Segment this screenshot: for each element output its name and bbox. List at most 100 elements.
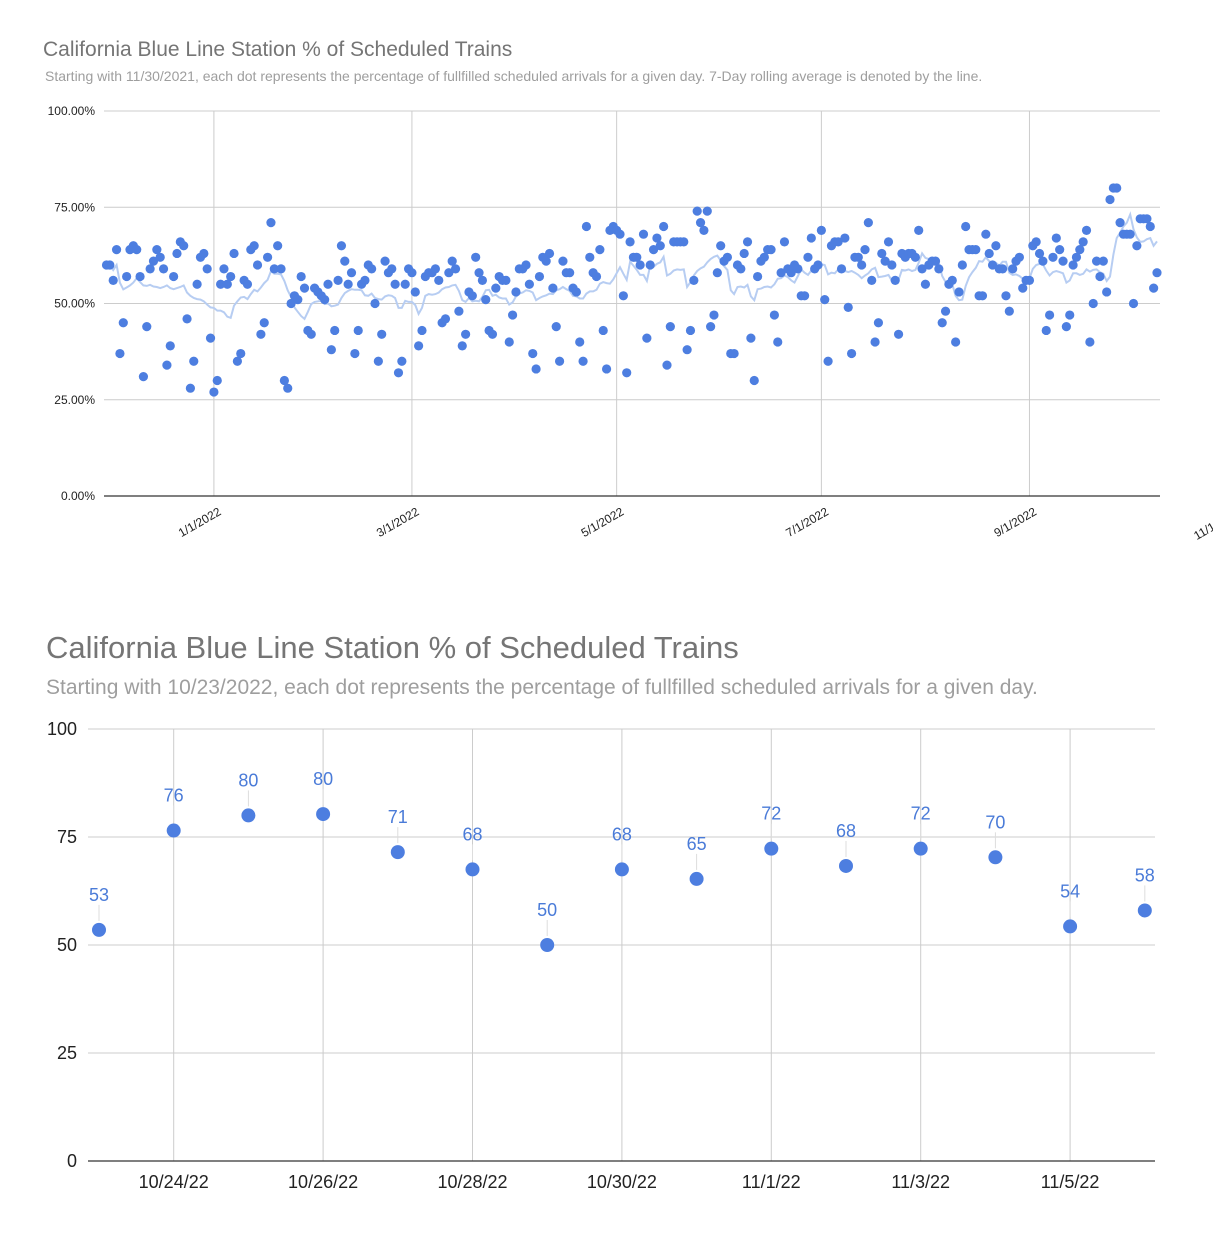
data-point: [209, 387, 219, 397]
data-point: [367, 264, 377, 274]
x-tick-label: 11/1/2022: [1191, 504, 1213, 543]
data-point: [286, 298, 296, 309]
data-point: [1061, 322, 1071, 332]
data-label: 68: [612, 824, 632, 844]
data-point: [632, 252, 642, 262]
data-label: 72: [761, 804, 781, 824]
data-point: [659, 221, 669, 232]
data-point: [165, 341, 175, 351]
data-point: [1001, 291, 1011, 301]
data-point: [987, 260, 998, 270]
data-point: [957, 260, 967, 270]
x-tick-label: 3/1/2022: [374, 504, 422, 540]
data-point: [595, 245, 605, 255]
data-point: [417, 325, 427, 336]
data-point: [736, 264, 746, 274]
data-point: [440, 314, 451, 324]
data-point: [1024, 275, 1035, 285]
data-point: [625, 237, 635, 247]
y-tick-label: 100.00%: [48, 104, 96, 118]
data-point: [199, 248, 209, 259]
data-point: [977, 291, 988, 301]
data-point: [393, 368, 404, 378]
data-point: [1142, 214, 1152, 224]
data-point: [598, 325, 608, 336]
data-point: [840, 233, 850, 243]
data-point: [202, 264, 212, 274]
data-point: [229, 248, 239, 259]
data-point: [407, 268, 417, 278]
data-point: [575, 337, 585, 347]
data-point: [699, 225, 709, 235]
y-tick-label: 0: [67, 1151, 77, 1171]
data-point: [695, 218, 706, 228]
data-point: [1132, 241, 1142, 251]
data-point: [138, 372, 149, 382]
data-point: [350, 348, 360, 359]
data-point: [487, 329, 498, 339]
data-point: [988, 850, 1003, 865]
data-point: [283, 383, 293, 393]
data-point: [913, 841, 928, 856]
data-point: [843, 302, 853, 312]
data-point: [333, 275, 343, 285]
data-point: [108, 275, 118, 285]
data-point: [336, 241, 347, 251]
data-label: 54: [1060, 881, 1080, 901]
data-point: [793, 264, 803, 274]
data-label: 80: [238, 770, 258, 790]
data-point: [1008, 264, 1018, 274]
data-point: [867, 275, 877, 285]
data-point: [491, 283, 501, 293]
data-label: 68: [462, 824, 482, 844]
data-point: [340, 256, 350, 266]
data-point: [947, 275, 957, 285]
data-point: [465, 862, 480, 877]
data-point: [242, 279, 253, 289]
x-tick-label: 9/1/2022: [992, 504, 1040, 540]
data-point: [984, 248, 994, 259]
data-point: [467, 291, 477, 301]
data-point: [1102, 287, 1112, 297]
data-point: [954, 287, 964, 297]
data-point: [655, 241, 665, 251]
data-point: [951, 337, 961, 347]
data-point: [1081, 225, 1092, 235]
data-point: [249, 241, 259, 251]
data-point: [457, 341, 467, 351]
data-point: [1031, 237, 1041, 247]
x-tick-label: 10/24/22: [139, 1172, 209, 1192]
x-tick-label: 10/26/22: [288, 1172, 358, 1192]
data-point: [1038, 256, 1048, 266]
data-point: [857, 260, 867, 270]
data-point: [454, 306, 464, 316]
x-tick-label: 11/5/22: [1041, 1172, 1100, 1192]
data-point: [1112, 183, 1122, 193]
data-point: [934, 264, 944, 274]
data-point: [256, 329, 266, 339]
data-point: [816, 225, 826, 235]
data-point: [709, 310, 719, 320]
data-point: [601, 364, 612, 374]
data-point: [662, 360, 672, 370]
x-tick-label: 7/1/2022: [783, 504, 831, 540]
data-point: [766, 245, 776, 255]
data-point: [226, 271, 236, 282]
x-tick-label: 1/1/2022: [176, 504, 224, 540]
data-point: [739, 248, 749, 259]
y-tick-label: 25: [57, 1043, 77, 1063]
data-point: [893, 329, 904, 339]
data-point: [873, 318, 884, 328]
data-point: [746, 333, 756, 343]
data-point: [591, 271, 602, 282]
chart-2-plot: 0 25 50 75 100 10/24/22 10/26/22 10/28/22 10/30/…: [47, 719, 1155, 1192]
data-point: [749, 375, 759, 386]
data-point: [863, 218, 873, 228]
data-point: [917, 264, 927, 274]
data-point: [477, 275, 487, 285]
data-point: [877, 248, 887, 259]
data-point: [614, 862, 629, 877]
data-point: [742, 237, 753, 247]
data-point: [937, 318, 947, 328]
y-tick-label: 25.00%: [54, 393, 95, 407]
